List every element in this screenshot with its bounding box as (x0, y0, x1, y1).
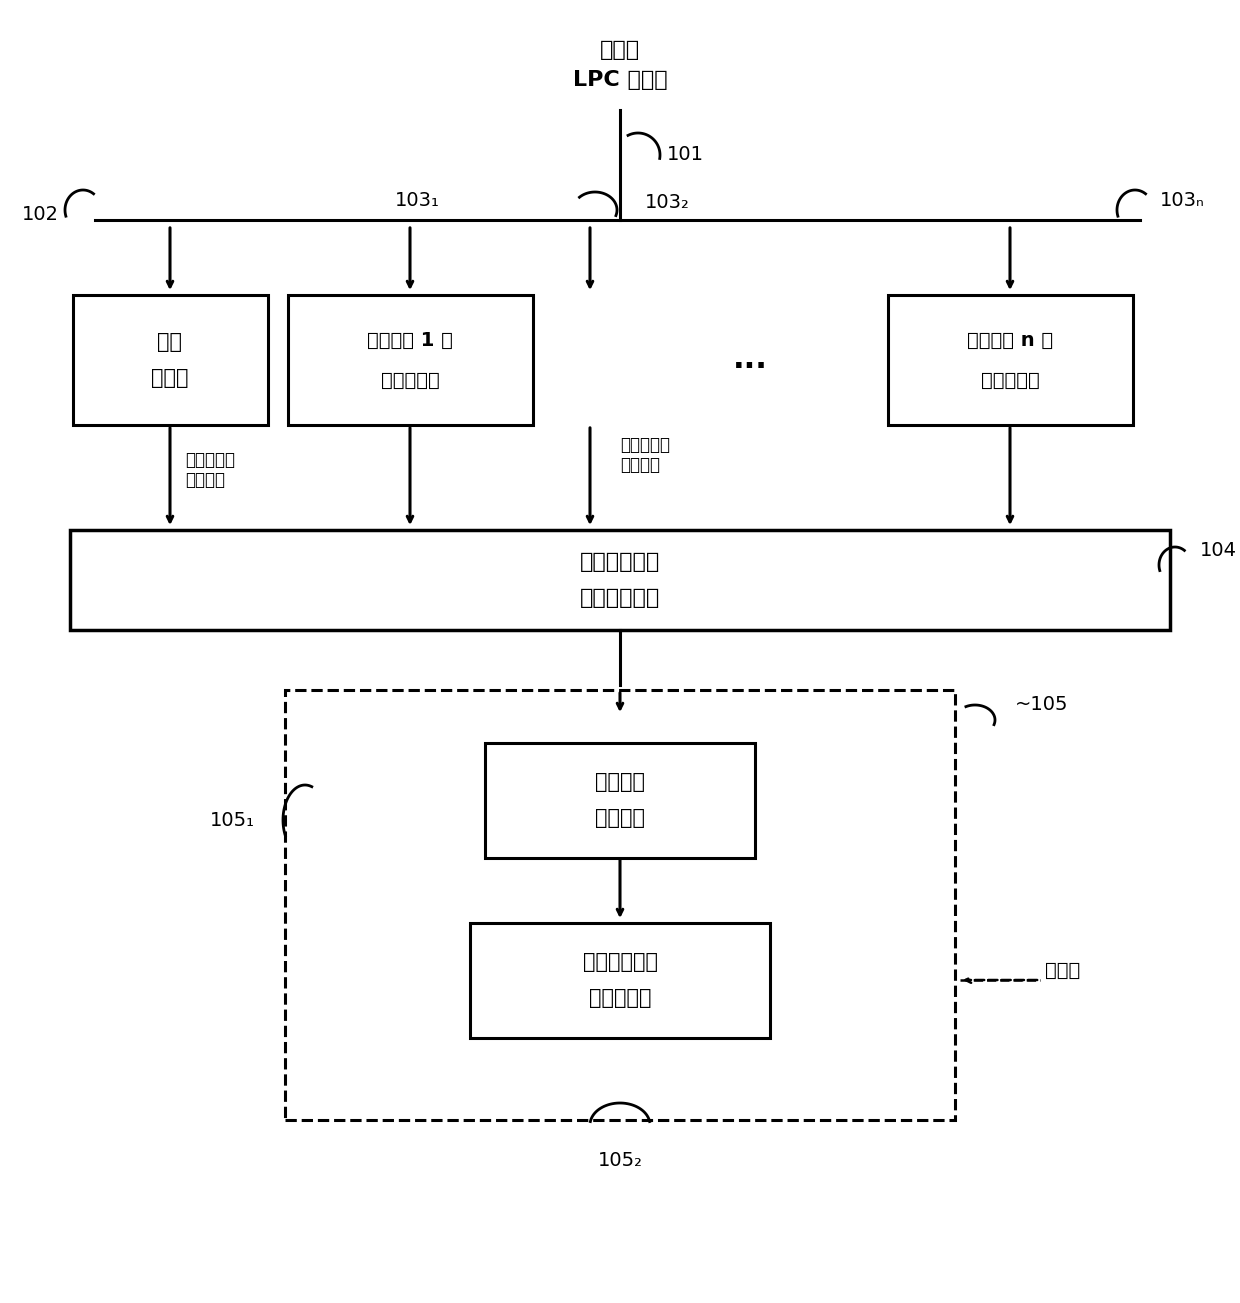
Bar (285, 691, 955, 1121)
Bar (485, 743, 755, 857)
Bar (888, 294, 1132, 425)
Text: 量化器索引: 量化器索引 (589, 988, 651, 1009)
Text: LPC 滤波器: LPC 滤波器 (573, 70, 667, 90)
Text: （选择标准）: （选择标准） (580, 588, 660, 609)
Text: 发送器: 发送器 (1045, 960, 1080, 980)
Text: ...: ... (733, 345, 768, 374)
Text: 102: 102 (21, 206, 58, 224)
Text: 105₁: 105₁ (210, 810, 255, 830)
Text: 103ₙ: 103ₙ (1159, 190, 1205, 210)
Text: 利用基准 1 的: 利用基准 1 的 (367, 331, 453, 349)
Text: 输入的: 输入的 (600, 40, 640, 60)
Text: 104: 104 (1200, 541, 1238, 559)
Text: 105₂: 105₂ (598, 1151, 642, 1170)
Text: 基准的选择器: 基准的选择器 (580, 552, 660, 572)
Text: 103₂: 103₂ (645, 194, 689, 212)
Text: ~105: ~105 (1016, 696, 1069, 714)
Text: 频谱失真: 频谱失真 (620, 456, 660, 474)
Text: 比特数目及: 比特数目及 (620, 437, 670, 453)
Text: 模式索引: 模式索引 (595, 808, 645, 827)
Bar (288, 294, 532, 425)
Text: 发送所选择的: 发送所选择的 (583, 952, 657, 972)
Text: 绝对: 绝对 (157, 332, 182, 352)
Text: 比特数目及: 比特数目及 (185, 451, 236, 469)
Bar (72, 294, 268, 425)
Bar (69, 530, 1171, 629)
Bar (470, 923, 770, 1037)
Text: 利用基准 n 的: 利用基准 n 的 (967, 331, 1053, 349)
Text: 量化器: 量化器 (151, 367, 188, 388)
Text: 101: 101 (667, 146, 703, 164)
Text: 差分量化器: 差分量化器 (981, 370, 1039, 390)
Text: 频谱失真: 频谱失真 (185, 470, 224, 489)
Text: 差分量化器: 差分量化器 (381, 370, 439, 390)
Text: 发送量化: 发送量化 (595, 771, 645, 792)
Text: 103₁: 103₁ (396, 190, 440, 210)
